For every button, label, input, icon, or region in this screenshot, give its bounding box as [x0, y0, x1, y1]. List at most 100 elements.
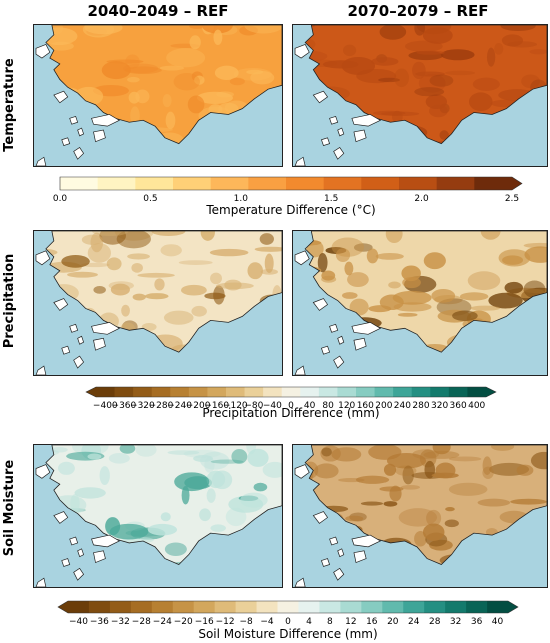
colorbar-tick-label: 280: [412, 401, 429, 411]
field-patch: [472, 77, 500, 91]
field-patch: [58, 461, 75, 475]
colorbar-swatch: [248, 177, 287, 190]
colorbar-swatch: [281, 387, 301, 397]
colorbar-tick-label: −400: [93, 401, 118, 411]
field-patch: [448, 482, 488, 496]
island: [77, 548, 85, 558]
field-patch: [360, 501, 384, 506]
island: [35, 365, 47, 375]
field-patch: [141, 322, 157, 331]
field-patch: [189, 25, 205, 29]
field-patch: [183, 449, 221, 458]
colorbar-swatch: [172, 601, 195, 613]
colorbar-tick-label: 320: [431, 401, 448, 411]
island: [93, 550, 106, 563]
field-patch: [331, 237, 365, 257]
field-patch: [264, 253, 274, 274]
field-patch: [355, 475, 390, 484]
field-patch: [181, 284, 207, 296]
field-patch: [491, 445, 515, 451]
field-patch: [124, 66, 162, 75]
field-patch: [204, 457, 215, 473]
colorbar-title-soil-moisture: Soil Moisture Difference (mm): [198, 627, 378, 641]
colorbar-tick-label: 1.5: [324, 194, 338, 204]
field-patch: [439, 130, 449, 140]
field-patch: [480, 231, 501, 240]
colorbar-swatch: [374, 387, 394, 397]
colorbar-swatch: [382, 601, 404, 613]
colorbar-tick-label: 0.0: [53, 194, 68, 204]
field-patch: [440, 49, 475, 61]
field-patch: [383, 463, 397, 476]
colorbar-outline: [57, 600, 519, 614]
field-patch: [194, 75, 205, 85]
island: [320, 137, 331, 147]
field-patch: [445, 70, 476, 76]
island: [294, 156, 306, 166]
colorbar-swatch: [319, 601, 341, 613]
colorbar-swatch: [393, 387, 413, 397]
field-patch: [247, 448, 269, 467]
island: [93, 129, 106, 143]
field-patch: [414, 87, 445, 97]
island: [294, 365, 306, 375]
field-patch: [402, 276, 421, 289]
island: [337, 335, 345, 345]
field-patch: [379, 486, 404, 492]
field-patch: [500, 25, 536, 32]
field-patch: [523, 242, 547, 249]
colorbar-extend-max: [512, 177, 522, 190]
field-patch: [477, 498, 511, 507]
colorbar-swatch: [151, 387, 171, 397]
field-patch: [345, 515, 364, 522]
colorbar-tick-label: 2.0: [414, 194, 429, 204]
field-patch: [368, 445, 402, 460]
field-patch: [379, 294, 404, 311]
field-patch: [101, 61, 131, 80]
field-patch: [400, 484, 420, 490]
field-patch: [127, 253, 150, 260]
field-patch: [99, 466, 110, 485]
colorbar-swatch: [318, 387, 338, 397]
colorbar-tick-label: 1.0: [234, 194, 249, 204]
colorbar-swatch: [411, 387, 431, 397]
field-patch: [516, 464, 534, 476]
field-patch: [523, 280, 546, 299]
colorbar-swatch: [193, 601, 216, 613]
map-temperature-2040s: [33, 24, 283, 167]
colorbar-tick-label: −20: [174, 617, 193, 627]
island: [69, 115, 79, 125]
island: [35, 464, 51, 479]
field-patch: [211, 470, 233, 490]
colorbar-title-precipitation: Precipitation Difference (mm): [202, 406, 380, 420]
column-title-2040s: 2040–2049 – REF: [87, 2, 229, 20]
field-patch: [260, 268, 278, 275]
field-patch: [199, 508, 211, 522]
island: [351, 114, 382, 127]
field-patch: [432, 445, 451, 455]
island: [73, 147, 85, 160]
island: [329, 536, 339, 546]
colorbar-tick-label: −40: [263, 401, 282, 411]
colorbar-tick-label: 4: [306, 617, 312, 627]
field-patch: [209, 248, 249, 257]
field-patch: [262, 461, 282, 478]
island: [69, 323, 79, 333]
colorbar-tick-label: −32: [111, 617, 130, 627]
map-soil-moisture-2070s: [292, 444, 548, 588]
field-patch: [470, 305, 501, 311]
colorbar-swatch: [170, 387, 190, 397]
field-patch: [510, 498, 547, 505]
island: [353, 337, 367, 351]
island: [294, 250, 310, 266]
field-patch: [165, 111, 176, 130]
colorbar-tick-label: 24: [408, 617, 420, 627]
field-patch: [398, 508, 438, 527]
colorbar-tick-label: 120: [338, 401, 355, 411]
field-patch: [87, 453, 102, 460]
field-patch: [397, 312, 418, 317]
colorbar-swatch: [135, 177, 174, 190]
field-patch: [344, 261, 354, 276]
field-patch: [488, 292, 523, 309]
field-patch: [216, 91, 234, 98]
